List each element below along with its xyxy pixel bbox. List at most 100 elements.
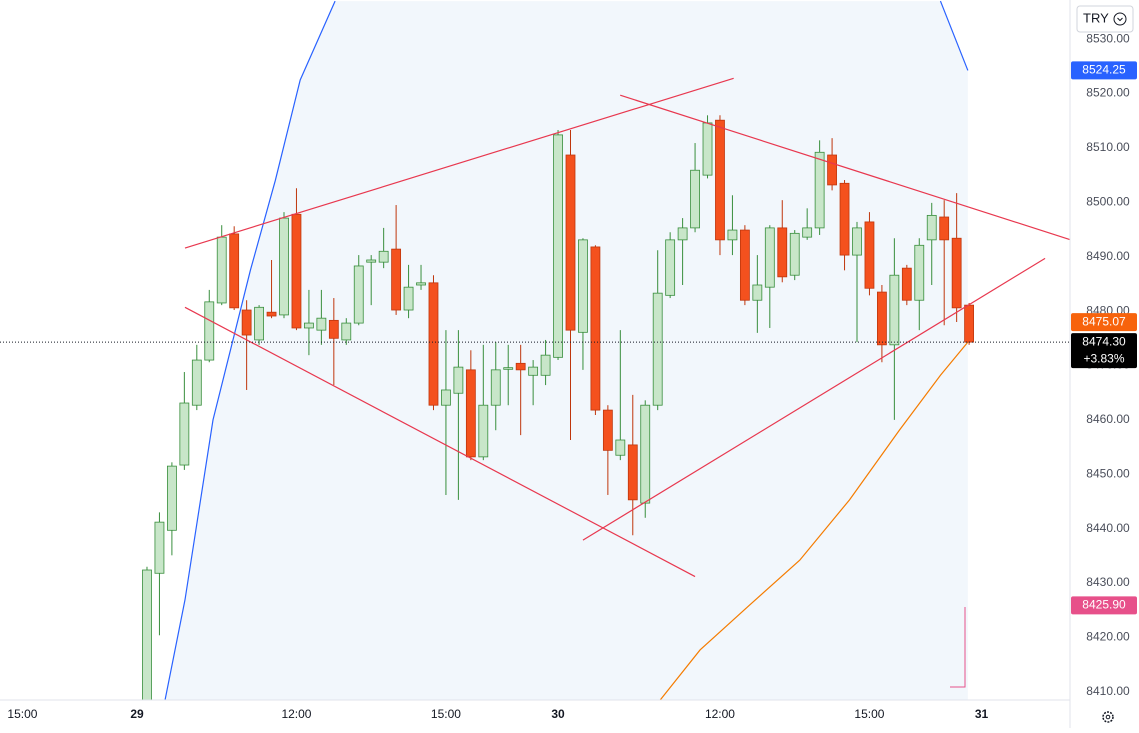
candle-body [852,227,862,256]
y-tick-label: 8490.00 [1086,249,1130,263]
y-tick-label: 8420.00 [1086,630,1130,644]
candle-body [142,569,152,700]
y-tick-label: 8460.00 [1086,412,1130,426]
x-tick-label: 15:00 [431,707,461,721]
candle-body [640,404,651,504]
last-price-label: 8474.30 [1082,334,1126,348]
x-tick-label: 31 [975,707,989,721]
candle-body [465,369,476,458]
plot-area [142,0,1070,700]
candle-body [951,237,962,309]
candle-body [191,359,202,406]
candle-body [727,229,738,241]
price-tag-label: 8475.07 [1082,314,1126,328]
candle-body [739,229,750,301]
candle-body [266,311,277,317]
trend-line [184,77,734,249]
candle-body [702,122,713,176]
price-tag [1071,61,1137,80]
candle-body [453,366,464,394]
candle-body [441,389,451,406]
price-tag [1071,313,1137,332]
price-tag-label: 8524.25 [1082,63,1126,77]
candle-body [889,274,900,346]
settings-button[interactable] [1102,711,1114,723]
y-tick-label: 8430.00 [1086,575,1130,589]
candle-body [864,221,875,289]
candle-body [752,284,763,301]
candle-body [839,182,850,256]
last-price-change: +3.83% [1083,351,1124,365]
candle-body [690,169,700,229]
candle-body [914,244,925,301]
last-price-tag [1071,333,1137,369]
indicator-band [165,1,968,700]
settings-gear-hub [1105,714,1111,720]
candle-body [378,250,389,263]
trend-line [620,94,1070,241]
candle-body [154,521,165,574]
trend-line [582,257,1046,541]
candle-body [553,134,563,358]
candle-body [353,265,364,324]
candle-body [652,292,663,406]
dropdown-chevron [1117,17,1123,22]
candle-body [540,354,551,376]
candle-body [964,304,975,343]
x-tick-label: 12:00 [281,707,311,721]
candle-body [229,233,240,309]
candle-body [254,306,264,341]
dropdown-icon [1113,12,1127,26]
candle-body [901,267,912,301]
x-tick-label: 29 [130,707,144,721]
currency-button-box[interactable] [1076,5,1134,33]
candle-body [279,217,289,316]
y-tick-label: 8410.00 [1086,684,1130,698]
candle-body [341,322,352,341]
candle-body [391,248,402,311]
candle-body [677,227,688,241]
candle-body [291,213,302,329]
candle-body [515,362,526,371]
candle-body [627,444,638,501]
y-tick-label: 8520.00 [1086,86,1130,100]
y-tick-label: 8500.00 [1086,195,1130,209]
candle-body [764,227,775,288]
candle-body [602,409,613,451]
candle-body [416,282,426,286]
indicator-line [164,0,336,700]
candle-body [814,151,825,229]
settings-gear[interactable] [1102,711,1114,723]
price-tag [1071,596,1137,615]
candle-body [578,239,588,333]
candle-body [715,119,725,241]
candle-body [366,259,377,263]
candle-body [926,214,937,241]
currency-button[interactable]: TRY [1076,5,1134,33]
candle-body [490,369,501,406]
candle-body [316,317,327,331]
currency-label: TRY [1083,10,1109,25]
candle-body [877,291,887,346]
candle-body [939,216,950,241]
y-tick-label: 8440.00 [1086,521,1130,535]
candle-body [216,236,227,304]
x-tick-label: 12:00 [705,707,735,721]
x-tick-label: 15:00 [7,707,37,721]
candle-body [615,439,626,456]
indicator-line [659,341,969,700]
y-tick-label: 8450.00 [1086,466,1130,480]
candle-body [204,301,215,361]
candle-body [328,319,339,339]
candle-body [403,286,414,311]
candle-body [304,322,314,329]
candle-body [478,404,489,458]
trend-line [184,306,696,578]
candle-body [241,309,252,336]
y-tick-label: 8530.00 [1086,31,1130,45]
candle-body [166,465,177,531]
candle-body [802,227,813,238]
indicator-line [939,0,969,71]
candle-body [665,239,676,296]
